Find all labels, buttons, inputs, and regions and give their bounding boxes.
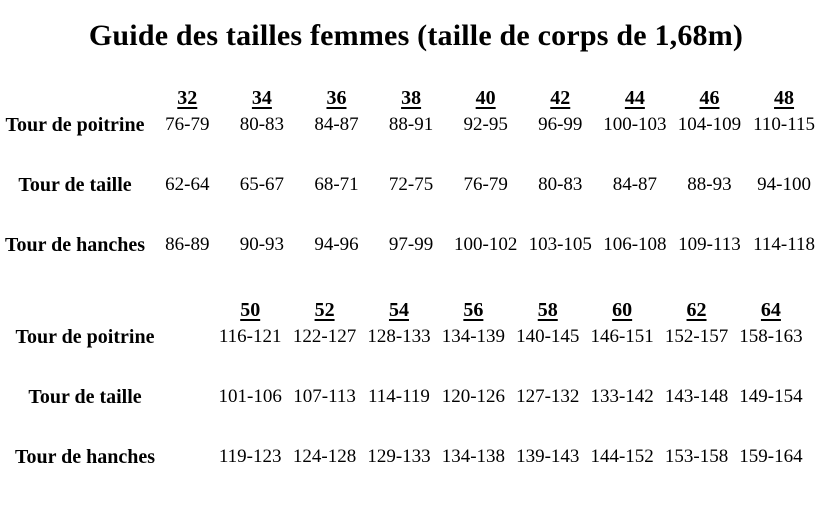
size-header: 36 [299, 82, 374, 114]
size-header-label: 32 [177, 87, 198, 109]
size-header: 48 [747, 82, 822, 114]
size-header: 42 [523, 82, 598, 114]
size-header-label: 62 [686, 299, 707, 321]
measurement-range: 100-102 [454, 234, 518, 255]
size-header: 40 [448, 82, 523, 114]
measurement-range: 72-75 [388, 174, 434, 195]
measurement-range: 139-143 [516, 446, 580, 467]
measurement-range: 86-89 [165, 234, 210, 255]
measurement-range: 134-138 [441, 446, 506, 467]
measurement-range: 104-109 [677, 114, 742, 135]
size-header: 58 [511, 294, 585, 326]
measurement-range: 114-119 [368, 386, 430, 407]
measurement-range: 110-115 [753, 114, 815, 135]
size-header-label: 58 [537, 299, 558, 321]
measurement-range: 134-139 [441, 326, 506, 347]
table-corner-spacer [0, 82, 150, 114]
measurement-range: 100-103 [603, 114, 667, 135]
size-header-label: 38 [401, 87, 422, 109]
size-header-label: 40 [475, 87, 496, 109]
measurement-range: 149-154 [739, 386, 803, 407]
measurement-range: 94-96 [314, 234, 359, 255]
row-label: Tour de hanches [4, 234, 146, 256]
size-header: 38 [374, 82, 449, 114]
measurement-range: 116-121 [218, 326, 282, 347]
row-label: Tour de hanches [14, 446, 156, 468]
size-header-label: 64 [760, 299, 781, 321]
row-label: Tour de taille [28, 386, 142, 408]
size-table-50-64: 50 52 54 56 58 60 62 64 Tour de poitrine 116-121 1… [0, 294, 832, 506]
measurement-range: 84-87 [314, 114, 359, 135]
measurement-range: 103-105 [528, 234, 592, 255]
measurement-range: 128-133 [367, 326, 431, 347]
row-label: Tour de taille [18, 174, 132, 196]
measurement-range: 144-152 [590, 446, 654, 467]
measurement-range: 159-164 [739, 446, 803, 467]
size-header: 60 [585, 294, 659, 326]
measurement-range: 80-83 [239, 114, 285, 135]
measurement-range: 80-83 [538, 174, 583, 195]
size-header: 62 [659, 294, 733, 326]
measurement-range: 129-133 [367, 446, 431, 467]
size-header-label: 36 [326, 87, 347, 109]
measurement-range: 62-64 [165, 174, 210, 195]
size-header: 34 [225, 82, 300, 114]
size-header-label: 46 [699, 87, 720, 109]
measurement-range: 133-142 [590, 386, 654, 407]
size-header-label: 44 [624, 87, 645, 109]
measurement-range: 152-157 [664, 326, 729, 347]
size-header-label: 50 [240, 299, 261, 321]
measurement-range: 92-95 [463, 114, 508, 135]
size-header-label: 52 [314, 299, 335, 321]
row-label: Tour de poitrine [5, 114, 145, 136]
size-header: 44 [598, 82, 673, 114]
measurement-range: 68-71 [314, 174, 359, 195]
measurement-range: 143-148 [664, 386, 729, 407]
table-corner-spacer [0, 294, 213, 326]
measurement-range: 90-93 [239, 234, 285, 255]
size-table-32-48: 32 34 36 38 40 42 44 46 48 Tour de poitrine 76-79 8… [0, 82, 832, 294]
size-header: 64 [734, 294, 808, 326]
measurement-range: 76-79 [165, 114, 210, 135]
measurement-range: 140-145 [516, 326, 580, 347]
size-header-label: 56 [463, 299, 484, 321]
size-header: 56 [436, 294, 510, 326]
measurement-range: 101-106 [218, 386, 282, 407]
size-header-label: 42 [550, 87, 571, 109]
size-header-label: 34 [251, 87, 272, 109]
page-title: Guide des tailles femmes (taille de corp… [88, 19, 744, 52]
measurement-range: 119-123 [218, 446, 282, 467]
measurement-range: 127-132 [516, 386, 580, 407]
size-header: 32 [150, 82, 225, 114]
measurement-range: 158-163 [739, 326, 803, 347]
measurement-range: 84-87 [612, 174, 658, 195]
measurement-range: 146-151 [590, 326, 654, 347]
size-header-label: 60 [612, 299, 633, 321]
size-header: 50 [213, 294, 287, 326]
size-header-label: 48 [774, 87, 795, 109]
measurement-range: 122-127 [292, 326, 357, 347]
measurement-range: 153-158 [664, 446, 729, 467]
measurement-range: 97-99 [388, 234, 434, 255]
measurement-range: 65-67 [239, 174, 285, 195]
size-header: 54 [362, 294, 436, 326]
measurement-range: 76-79 [463, 174, 508, 195]
measurement-range: 106-108 [603, 234, 667, 255]
measurement-range: 88-91 [388, 114, 434, 135]
measurement-range: 88-93 [687, 174, 732, 195]
measurement-range: 96-99 [538, 114, 583, 135]
size-header-label: 54 [388, 299, 409, 321]
size-header: 52 [287, 294, 361, 326]
measurement-range: 109-113 [678, 234, 741, 255]
row-label: Tour de poitrine [15, 326, 155, 348]
measurement-range: 107-113 [293, 386, 356, 407]
measurement-range: 124-128 [292, 446, 357, 467]
measurement-range: 114-118 [753, 234, 815, 255]
size-header: 46 [672, 82, 747, 114]
measurement-range: 120-126 [441, 386, 506, 407]
measurement-range: 94-100 [757, 174, 811, 195]
